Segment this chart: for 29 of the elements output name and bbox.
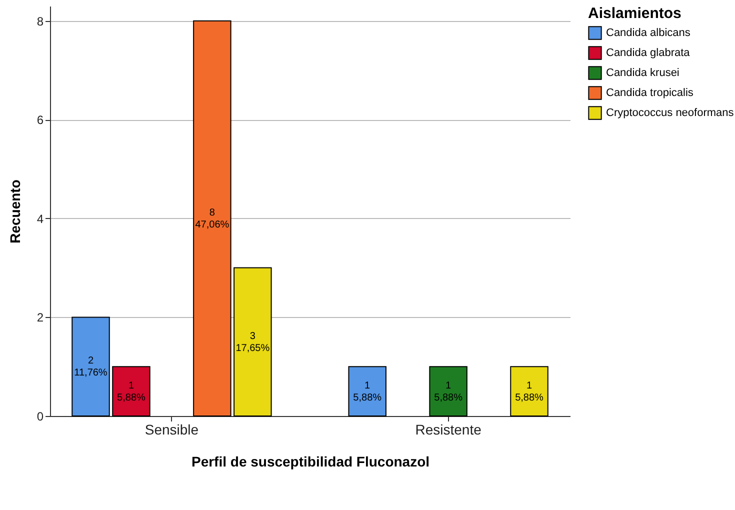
data-label: 1 5,88% — [353, 380, 382, 404]
bar — [112, 366, 150, 416]
bar — [234, 267, 272, 416]
legend-label: Cryptococcus neoformans — [606, 107, 734, 119]
x-tick-label: Resistente — [415, 422, 482, 438]
data-label: 3 17,65% — [236, 330, 270, 354]
data-label: 8 47,06% — [195, 207, 230, 230]
y-tick-label: 2 — [36, 310, 44, 325]
legend-label: Candida tropicalis — [606, 87, 694, 99]
legend-label: Candida glabrata — [606, 47, 691, 59]
legend-title: Aislamientos — [588, 5, 682, 22]
x-tick-label: Sensible — [144, 422, 199, 438]
bar — [429, 366, 468, 416]
bar — [510, 366, 548, 416]
bar — [348, 366, 386, 416]
y-tick-label: 0 — [36, 410, 44, 424]
legend-label: Candida albicans — [606, 27, 691, 39]
bar — [193, 20, 232, 416]
data-label: 1 5,88% — [117, 380, 146, 404]
y-tick-label: 4 — [36, 212, 44, 226]
x-axis-title: Perfil de susceptibilidad Fluconazol — [191, 454, 430, 470]
bar — [72, 316, 110, 416]
data-label: 2 11,76% — [74, 356, 108, 379]
y-axis-title: Recuento — [6, 180, 23, 244]
y-tick-label: 8 — [36, 14, 44, 28]
legend-label: Candida krusei — [606, 67, 680, 79]
y-tick-label: 6 — [36, 113, 44, 128]
data-label: 1 5,88% — [515, 380, 544, 404]
data-label: 1 5,88% — [434, 380, 463, 404]
